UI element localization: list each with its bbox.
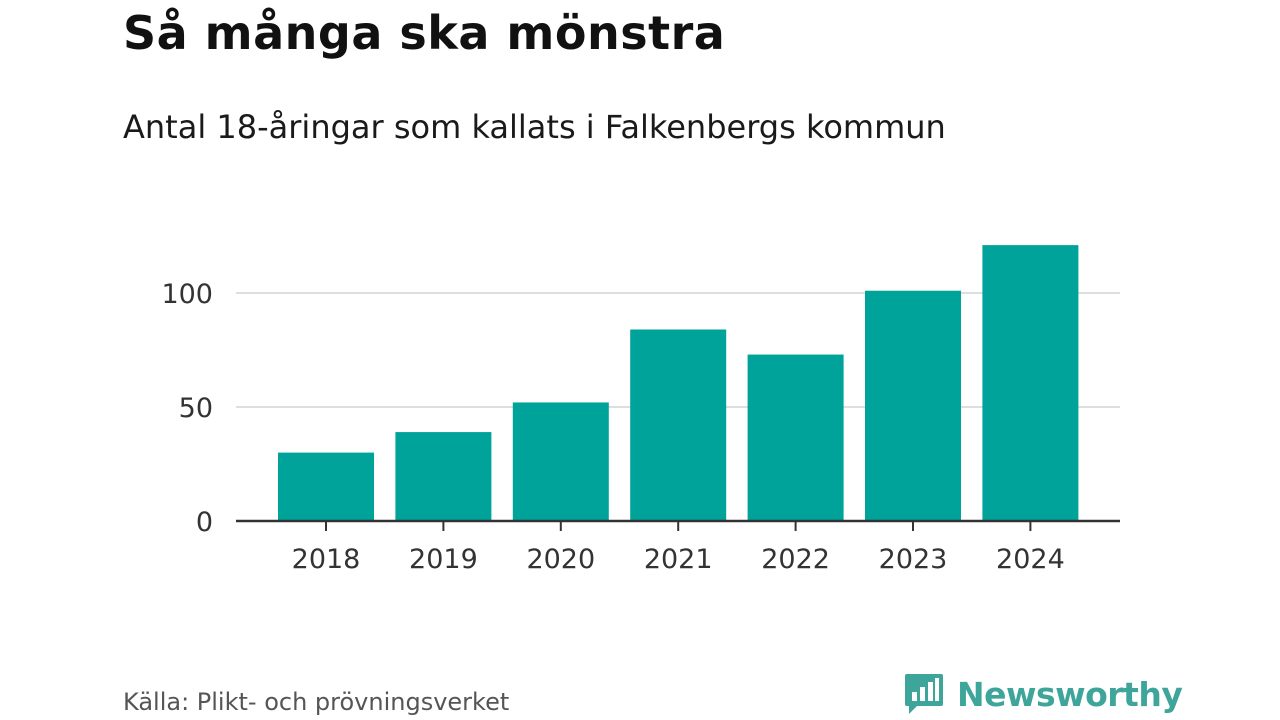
chart-subtitle: Antal 18-åringar som kallats i Falkenber… (123, 108, 946, 146)
bar-2019 (395, 432, 492, 521)
bar-2024 (982, 245, 1079, 521)
bar-2022 (747, 354, 844, 521)
x-tick-label-2024: 2024 (996, 544, 1065, 575)
brand-logo: Newsworthy (903, 672, 1183, 716)
chart-title: Så många ska mönstra (123, 6, 726, 60)
bar-2021 (630, 329, 727, 521)
source-note: Källa: Plikt- och prövningsverket (123, 688, 510, 716)
bar-2020 (512, 402, 609, 521)
bar-2023 (865, 290, 961, 521)
x-tick-label-2021: 2021 (644, 544, 713, 575)
bar-2018 (278, 452, 374, 521)
x-tick-label-2022: 2022 (761, 544, 830, 575)
x-tick-label-2018: 2018 (292, 544, 361, 575)
x-tick-label-2020: 2020 (526, 544, 595, 575)
y-tick-label-50: 50 (179, 393, 213, 424)
y-tick-label-0: 0 (196, 507, 213, 538)
y-tick-label-100: 100 (161, 279, 213, 310)
newsworthy-logo-icon (905, 674, 943, 714)
x-tick-label-2023: 2023 (879, 544, 948, 575)
brand-name: Newsworthy (957, 674, 1183, 714)
x-tick-label-2019: 2019 (409, 544, 478, 575)
